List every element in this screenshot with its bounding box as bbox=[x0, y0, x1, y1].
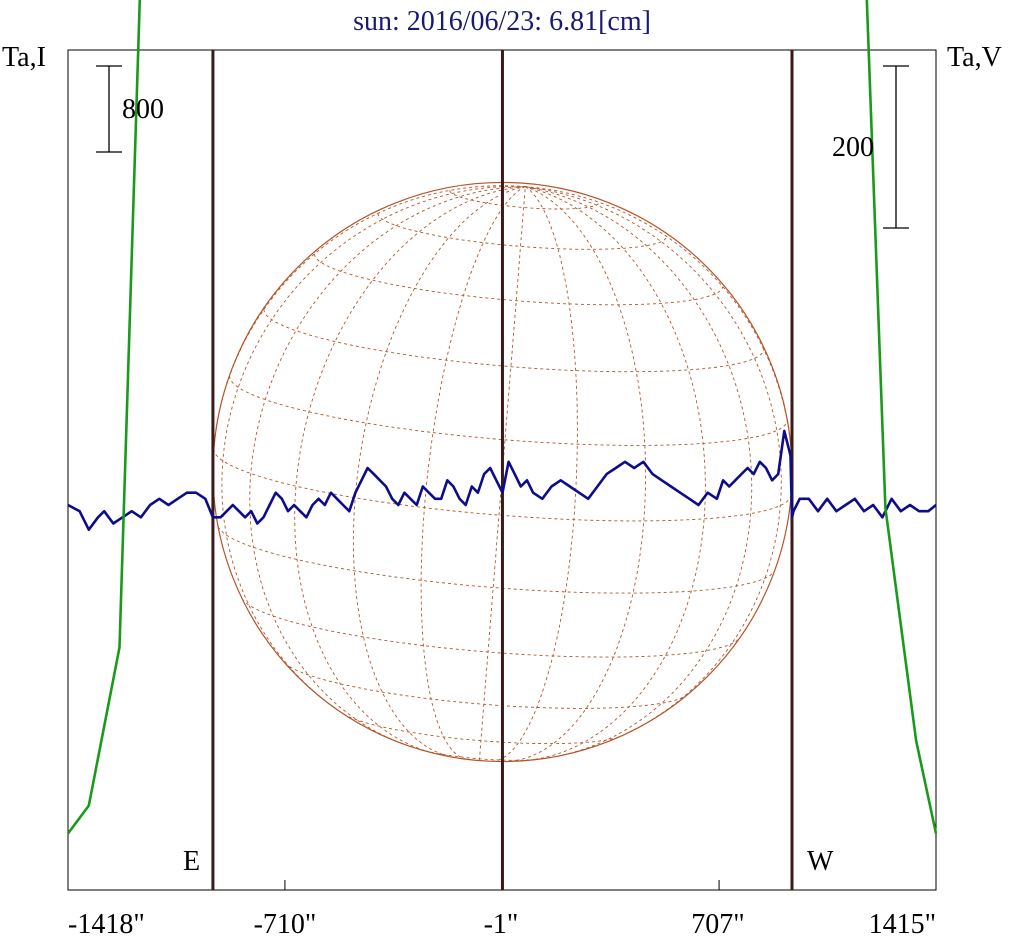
scale-label-right: 200 bbox=[832, 132, 874, 163]
chart-title: sun: 2016/06/23: 6.81[cm] bbox=[353, 6, 651, 37]
x-tick-label: -1" bbox=[484, 909, 519, 940]
x-tick-label: -1418" bbox=[68, 909, 145, 940]
y-axis-label-right: Ta,V bbox=[947, 42, 1002, 73]
limb-label-east: E bbox=[183, 846, 200, 877]
series-line-v bbox=[67, 429, 937, 531]
scale-bar-right bbox=[883, 65, 909, 229]
x-tick-label: 1415" bbox=[869, 909, 936, 940]
scale-bar-left bbox=[96, 65, 122, 153]
limb-label-west: W bbox=[807, 846, 834, 877]
scale-label-left: 800 bbox=[122, 94, 164, 125]
x-tick-label: -710" bbox=[254, 909, 317, 940]
y-axis-label-left: Ta,I bbox=[2, 42, 46, 73]
x-tick-label: 707" bbox=[691, 909, 744, 940]
